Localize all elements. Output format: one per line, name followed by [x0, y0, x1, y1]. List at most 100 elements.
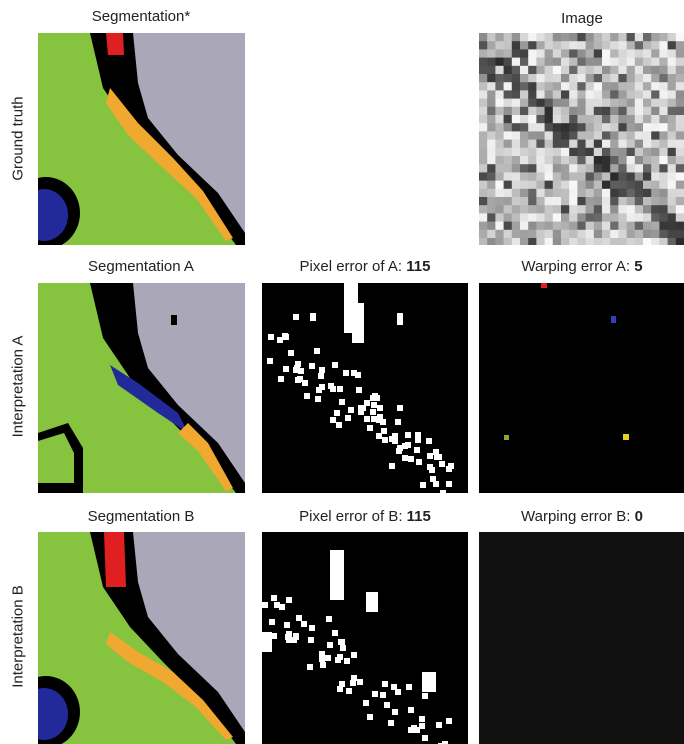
texture-pixel	[594, 131, 603, 140]
texture-pixel	[602, 222, 611, 231]
texture-pixel	[627, 197, 636, 206]
texture-pixel	[569, 222, 578, 231]
texture-pixel	[651, 99, 660, 108]
texture-pixel	[561, 238, 570, 245]
texture-pixel	[520, 58, 529, 67]
texture-pixel	[561, 181, 570, 190]
texture-pixel	[495, 148, 504, 157]
texture-pixel	[495, 131, 504, 140]
error-pixel	[271, 595, 277, 601]
texture-pixel	[479, 99, 488, 108]
texture-pixel	[520, 156, 529, 165]
texture-pixel	[561, 33, 570, 42]
error-pixel	[363, 700, 369, 706]
texture-pixel	[676, 49, 684, 58]
texture-pixel	[635, 90, 644, 99]
texture-pixel	[610, 189, 619, 198]
texture-pixel	[479, 33, 488, 42]
texture-pixel	[536, 164, 545, 173]
texture-pixel	[594, 140, 603, 149]
texture-pixel	[512, 82, 521, 91]
texture-pixel	[520, 66, 529, 75]
texture-pixel	[487, 74, 496, 83]
texture-pixel	[594, 197, 603, 206]
texture-pixel	[495, 140, 504, 149]
texture-pixel	[610, 82, 619, 91]
texture-pixel	[569, 99, 578, 108]
error-pixel	[440, 490, 446, 493]
texture-pixel	[618, 156, 627, 165]
texture-pixel	[627, 107, 636, 116]
texture-pixel	[668, 205, 677, 214]
texture-pixel	[479, 189, 488, 198]
texture-pixel	[586, 156, 595, 165]
texture-pixel	[536, 99, 545, 108]
texture-pixel	[528, 82, 537, 91]
texture-pixel	[520, 41, 529, 50]
error-pixel	[388, 720, 394, 726]
texture-pixel	[495, 115, 504, 124]
texture-pixel	[512, 238, 521, 245]
error-pixel	[420, 482, 426, 488]
texture-pixel	[528, 181, 537, 190]
texture-pixel	[487, 115, 496, 124]
error-pixel	[267, 358, 273, 364]
texture-pixel	[651, 90, 660, 99]
texture-pixel	[635, 172, 644, 181]
texture-pixel	[536, 66, 545, 75]
texture-pixel	[651, 82, 660, 91]
texture-pixel	[676, 238, 684, 245]
texture-pixel	[504, 205, 513, 214]
texture-pixel	[676, 123, 684, 132]
error-pixel	[377, 414, 383, 420]
error-pixel	[319, 367, 325, 373]
texture-pixel	[602, 164, 611, 173]
texture-pixel	[627, 131, 636, 140]
error-pixel	[427, 453, 433, 459]
error-pixel	[332, 362, 338, 368]
texture-pixel	[512, 230, 521, 239]
texture-pixel	[479, 82, 488, 91]
texture-pixel	[479, 222, 488, 231]
error-pixel	[278, 376, 284, 382]
error-pixel	[283, 366, 289, 372]
texture-pixel	[487, 205, 496, 214]
texture-pixel	[536, 222, 545, 231]
texture-pixel	[512, 197, 521, 206]
texture-pixel	[561, 58, 570, 67]
texture-pixel	[487, 148, 496, 157]
error-pixel	[371, 416, 377, 422]
error-pixel	[426, 438, 432, 444]
error-pixel	[380, 692, 386, 698]
texture-pixel	[528, 140, 537, 149]
error-pixel	[291, 637, 297, 643]
texture-pixel	[594, 181, 603, 190]
texture-pixel	[569, 115, 578, 124]
texture-pixel	[659, 172, 668, 181]
texture-pixel	[627, 172, 636, 181]
texture-pixel	[553, 107, 562, 116]
texture-pixel	[553, 222, 562, 231]
texture-pixel	[577, 181, 586, 190]
texture-pixel	[602, 107, 611, 116]
texture-pixel	[528, 197, 537, 206]
texture-pixel	[635, 82, 644, 91]
error-pixel	[350, 680, 356, 686]
texture-pixel	[577, 99, 586, 108]
texture-pixel	[676, 115, 684, 124]
texture-pixel	[520, 222, 529, 231]
texture-pixel	[504, 41, 513, 50]
texture-pixel	[618, 222, 627, 231]
texture-pixel	[668, 58, 677, 67]
texture-pixel	[618, 140, 627, 149]
error-pixel	[284, 622, 290, 628]
texture-pixel	[487, 230, 496, 239]
texture-pixel	[594, 230, 603, 239]
error-pixel	[309, 363, 315, 369]
texture-pixel	[545, 140, 554, 149]
error-pixel	[389, 463, 395, 469]
texture-pixel	[545, 148, 554, 157]
texture-pixel	[553, 230, 562, 239]
texture-pixel	[577, 33, 586, 42]
texture-pixel	[610, 148, 619, 157]
